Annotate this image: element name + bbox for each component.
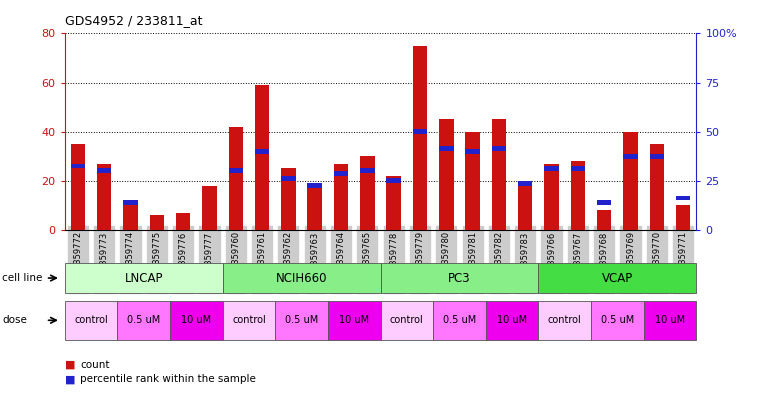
Bar <box>571 166 585 171</box>
Bar <box>255 149 269 154</box>
Text: control: control <box>548 315 581 325</box>
Bar <box>623 132 638 230</box>
Bar <box>412 129 427 134</box>
Bar <box>176 213 190 230</box>
Text: 0.5 uM: 0.5 uM <box>600 315 634 325</box>
Bar <box>439 146 454 151</box>
Bar <box>387 176 401 230</box>
Bar <box>71 144 85 230</box>
Bar <box>255 85 269 230</box>
Bar <box>466 132 480 230</box>
Bar <box>518 181 533 185</box>
Bar <box>150 215 164 230</box>
Bar <box>623 154 638 159</box>
Text: percentile rank within the sample: percentile rank within the sample <box>80 374 256 384</box>
Bar <box>492 119 506 230</box>
Text: control: control <box>232 315 266 325</box>
Text: 10 uM: 10 uM <box>181 315 212 325</box>
Bar <box>334 171 349 176</box>
Bar <box>360 169 374 173</box>
Bar <box>466 149 480 154</box>
Bar <box>281 169 295 230</box>
Bar <box>97 169 111 173</box>
Text: control: control <box>390 315 424 325</box>
Bar <box>360 156 374 230</box>
Text: count: count <box>80 360 110 370</box>
Bar <box>571 161 585 230</box>
Bar <box>307 183 322 188</box>
Text: 10 uM: 10 uM <box>497 315 527 325</box>
Bar <box>544 166 559 171</box>
Bar <box>228 169 243 173</box>
Bar <box>518 181 533 230</box>
Bar <box>492 146 506 151</box>
Bar <box>97 163 111 230</box>
Bar <box>650 154 664 159</box>
Text: 10 uM: 10 uM <box>339 315 369 325</box>
Bar <box>650 144 664 230</box>
Bar <box>307 183 322 230</box>
Text: 0.5 uM: 0.5 uM <box>127 315 161 325</box>
Text: GDS4952 / 233811_at: GDS4952 / 233811_at <box>65 14 202 27</box>
Text: dose: dose <box>2 315 27 325</box>
Bar <box>71 163 85 169</box>
Bar <box>228 127 243 230</box>
Bar <box>597 200 611 205</box>
Text: LNCAP: LNCAP <box>124 272 163 285</box>
Text: PC3: PC3 <box>448 272 471 285</box>
Bar <box>123 200 138 230</box>
Text: 0.5 uM: 0.5 uM <box>443 315 476 325</box>
Bar <box>123 200 138 205</box>
Text: control: control <box>74 315 108 325</box>
Text: 10 uM: 10 uM <box>655 315 685 325</box>
Text: ■: ■ <box>65 374 75 384</box>
Bar <box>439 119 454 230</box>
Bar <box>202 185 217 230</box>
Bar <box>544 163 559 230</box>
Bar <box>387 178 401 183</box>
Bar <box>334 163 349 230</box>
Text: VCAP: VCAP <box>602 272 633 285</box>
Bar <box>676 195 690 200</box>
Text: NCIH660: NCIH660 <box>275 272 327 285</box>
Bar <box>676 205 690 230</box>
Text: 0.5 uM: 0.5 uM <box>285 315 318 325</box>
Bar <box>412 46 427 230</box>
Bar <box>281 176 295 181</box>
Text: cell line: cell line <box>2 273 43 283</box>
Bar <box>597 210 611 230</box>
Text: ■: ■ <box>65 360 75 370</box>
